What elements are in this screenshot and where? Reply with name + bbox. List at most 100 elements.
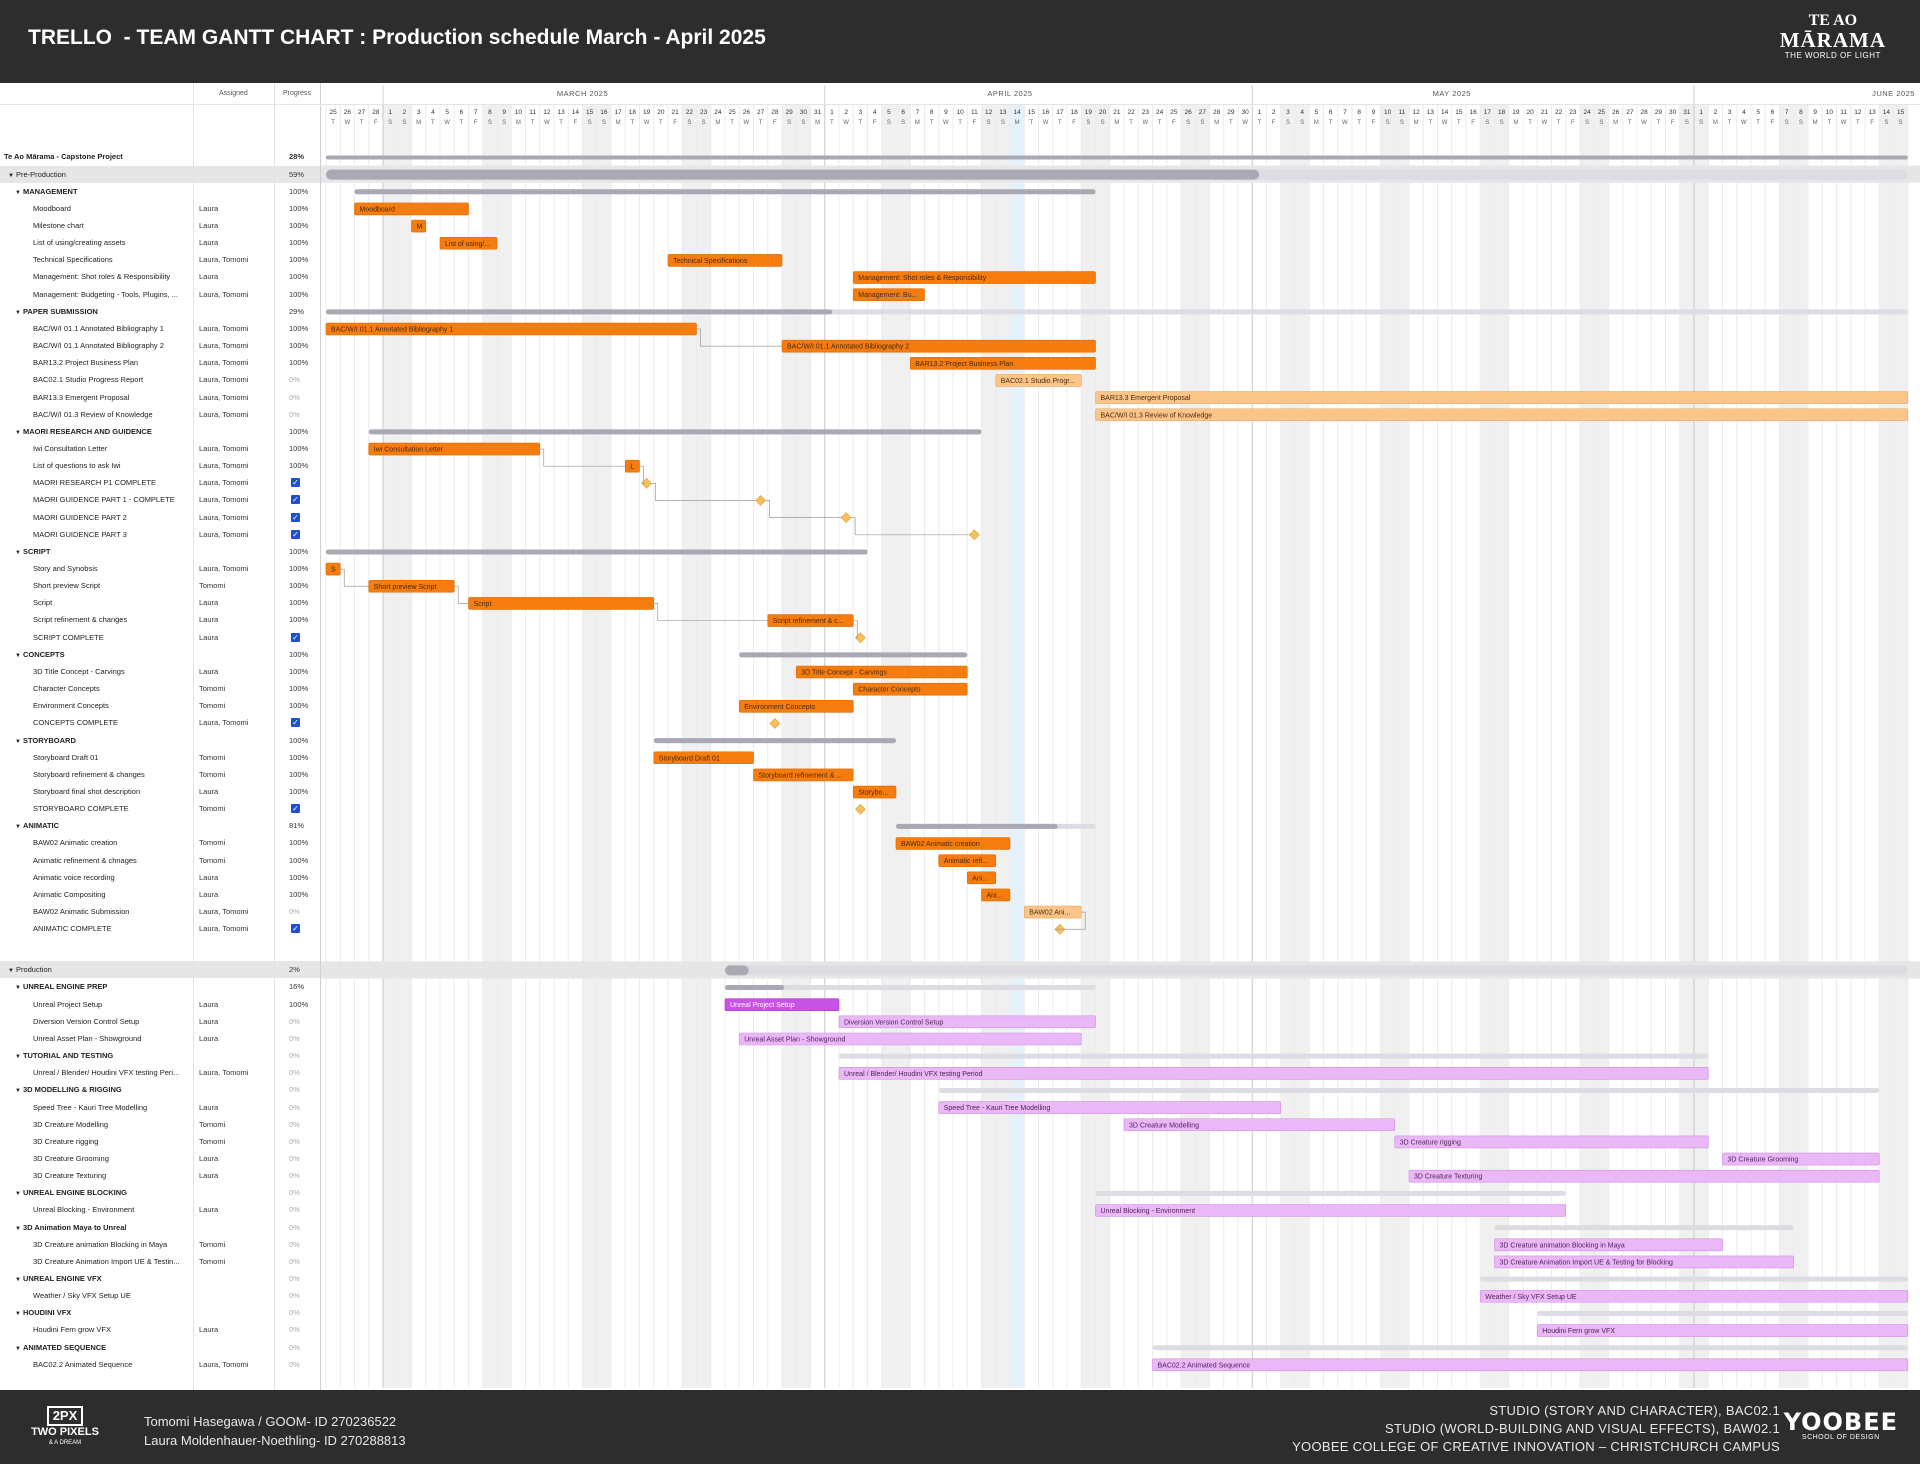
group-row[interactable]: ▼ UNREAL ENGINE VFX 0% xyxy=(0,1270,320,1287)
phase-row[interactable]: ▼ Pre-Production 59% xyxy=(0,165,320,183)
task-row[interactable]: BAC/W/I 01.1 Annotated Bibliography 1 Lau… xyxy=(0,320,320,337)
task-row[interactable]: Script Laura 100% xyxy=(0,594,320,611)
task-row[interactable]: Unreal / Blender/ Houdini VFX testing Pe… xyxy=(0,1064,320,1081)
task-row[interactable]: SCRIPT COMPLETE Laura ✓ xyxy=(0,629,320,646)
task-row[interactable]: MAORI RESEARCH P1 COMPLETE Laura, Tomomi ✓ xyxy=(0,474,320,491)
task-row[interactable]: List of questions to ask Iwi Laura, Tomom… xyxy=(0,457,320,474)
collapse-caret-icon[interactable]: ▼ xyxy=(15,1225,21,1232)
group-row[interactable]: ▼ 3D MODELLING & RIGGING 0% xyxy=(0,1081,320,1098)
complete-checkbox-icon[interactable]: ✓ xyxy=(291,718,300,728)
task-row[interactable]: Storyboard final shot description Laura 10… xyxy=(0,783,320,800)
task-row[interactable]: Animatic Compositing Laura 100% xyxy=(0,886,320,903)
group-row[interactable]: ▼ SCRIPT 100% xyxy=(0,543,320,560)
complete-checkbox-icon[interactable]: ✓ xyxy=(291,804,300,814)
day-number: 26 xyxy=(1185,109,1193,116)
task-row[interactable]: Speed Tree - Kauri Tree Modelling Laura 0% xyxy=(0,1099,320,1116)
task-row[interactable]: Houdini Fern grow VFX Laura 0% xyxy=(0,1321,320,1338)
task-row[interactable]: Storyboard refinement & changes Tomomi 100… xyxy=(0,766,320,783)
task-row[interactable]: 3D Creature Grooming Laura 0% xyxy=(0,1150,320,1167)
task-row[interactable]: Short preview Script Tomomi 100% xyxy=(0,577,320,594)
task-row[interactable]: 3D Creature rigging Tomomi 0% xyxy=(0,1133,320,1150)
task-row[interactable]: Environment Concepts Tomomi 100% xyxy=(0,697,320,714)
group-row[interactable]: ▼ HOUDINI VFX 0% xyxy=(0,1304,320,1321)
task-row[interactable]: Unreal Blocking - Environment Laura 0% xyxy=(0,1201,320,1218)
task-row[interactable]: Animatic refinement & chnages Tomomi 100% xyxy=(0,852,320,869)
task-name-text: 3D MODELLING & RIGGING xyxy=(22,1085,122,1095)
group-row[interactable]: ▼ 3D Animation Maya to Unreal 0% xyxy=(0,1219,320,1236)
collapse-caret-icon[interactable]: ▼ xyxy=(8,172,14,179)
task-row[interactable]: Diversion Version Control Setup Laura 0% xyxy=(0,1013,320,1030)
group-row[interactable]: ▼ ANIMATIC 81% xyxy=(0,817,320,834)
collapse-caret-icon[interactable]: ▼ xyxy=(15,549,21,556)
task-row[interactable]: List of using/creating assets Laura 100% xyxy=(0,234,320,251)
task-row[interactable]: BAW02 Animatic Submission Laura, Tomomi 0% xyxy=(0,903,320,920)
task-row[interactable]: 3D Title Concept - Carvings Laura 100% xyxy=(0,663,320,680)
collapse-caret-icon[interactable]: ▼ xyxy=(8,968,14,975)
collapse-caret-icon[interactable]: ▼ xyxy=(15,1054,21,1061)
task-row[interactable]: ANIMATIC COMPLETE Laura, Tomomi ✓ xyxy=(0,920,320,937)
collapse-caret-icon[interactable]: ▼ xyxy=(15,429,21,436)
group-row[interactable]: ▼ MAORI RESEARCH AND GUIDENCE 100% xyxy=(0,423,320,440)
assigned-column-header[interactable]: Assigned xyxy=(219,90,248,97)
group-row[interactable]: ▼ CONCEPTS 100% xyxy=(0,646,320,663)
group-row[interactable]: ▼ UNREAL ENGINE BLOCKING 0% xyxy=(0,1184,320,1201)
task-row[interactable]: BAC/W/I 01.3 Review of Knowledge Laura, T… xyxy=(0,406,320,423)
task-row[interactable]: Script refinement & changes Laura 100% xyxy=(0,611,320,628)
task-row[interactable]: Milestone chart Laura 100% xyxy=(0,217,320,234)
complete-checkbox-icon[interactable]: ✓ xyxy=(291,478,300,488)
task-row[interactable]: BAR13.2 Project Business Plan Laura, Tomo… xyxy=(0,354,320,371)
group-row[interactable]: ▼ STORYBOARD 100% xyxy=(0,732,320,749)
yoobee-logo: YOOBEE SCHOOL OF DESIGN xyxy=(1784,1410,1898,1441)
task-row[interactable]: Iwi Consultation Letter Laura, Tomomi 100% xyxy=(0,440,320,457)
task-row[interactable]: Unreal Asset Plan - Showground Laura 0% xyxy=(0,1030,320,1047)
task-row[interactable]: 3D Creature Modelling Tomomi 0% xyxy=(0,1116,320,1133)
collapse-caret-icon[interactable]: ▼ xyxy=(15,985,21,992)
phase-row[interactable]: ▼ Production 2% xyxy=(0,961,320,979)
task-row[interactable]: Management: Shot roles & Responsibility L… xyxy=(0,268,320,285)
collapse-caret-icon[interactable]: ▼ xyxy=(15,1345,21,1352)
task-row[interactable]: BAC02.2 Animated Sequence Laura, Tomomi 0% xyxy=(0,1356,320,1373)
group-row[interactable]: ▼ ANIMATED SEQUENCE 0% xyxy=(0,1339,320,1356)
group-row[interactable]: ▼ UNREAL ENGINE PREP 16% xyxy=(0,978,320,995)
group-row[interactable]: ▼ PAPER SUBMISSION 29% xyxy=(0,303,320,320)
task-row[interactable]: BAW02 Animatic creation Tomomi 100% xyxy=(0,834,320,851)
collapse-caret-icon[interactable]: ▼ xyxy=(15,652,21,659)
task-row[interactable]: Animatic voice recording Laura 100% xyxy=(0,869,320,886)
complete-checkbox-icon[interactable]: ✓ xyxy=(291,924,300,934)
collapse-caret-icon[interactable]: ▼ xyxy=(15,824,21,831)
task-row[interactable]: Unreal Project Setup Laura 100% xyxy=(0,996,320,1013)
complete-checkbox-icon[interactable]: ✓ xyxy=(291,632,300,642)
collapse-caret-icon[interactable]: ▼ xyxy=(15,309,21,316)
task-row[interactable]: STORYBOARD COMPLETE Tomomi ✓ xyxy=(0,800,320,817)
task-row[interactable]: 3D Creature Texturing Laura 0% xyxy=(0,1167,320,1184)
complete-checkbox-icon[interactable]: ✓ xyxy=(291,529,300,539)
complete-checkbox-icon[interactable]: ✓ xyxy=(291,512,300,522)
task-row[interactable]: BAC02.1 Studio Progress Report Laura, Tom… xyxy=(0,371,320,388)
task-row[interactable]: Management: Budgeting - Tools, Plugins, … xyxy=(0,286,320,303)
group-row[interactable]: ▼ MANAGEMENT 100% xyxy=(0,183,320,200)
task-row[interactable]: MAORI GUIDENCE PART 1 - COMPLETE Laura, T… xyxy=(0,491,320,508)
task-row[interactable]: Story and Synobsis Laura, Tomomi 100% xyxy=(0,560,320,577)
progress-column-header[interactable]: Progress xyxy=(283,90,312,97)
task-row[interactable]: Technical Specifications Laura, Tomomi 100… xyxy=(0,251,320,268)
collapse-caret-icon[interactable]: ▼ xyxy=(15,1088,21,1095)
task-row[interactable]: CONCEPTS COMPLETE Laura, Tomomi ✓ xyxy=(0,714,320,731)
task-row[interactable]: 3D Creature animation Blocking in Maya To… xyxy=(0,1236,320,1253)
task-row[interactable]: MAORI GUIDENCE PART 2 Laura, Tomomi ✓ xyxy=(0,509,320,526)
group-row[interactable]: ▼ TUTORIAL AND TESTING 0% xyxy=(0,1047,320,1064)
collapse-caret-icon[interactable]: ▼ xyxy=(15,738,21,745)
collapse-caret-icon[interactable]: ▼ xyxy=(15,1311,21,1318)
task-row[interactable]: Storyboard Draft 01 Tomomi 100% xyxy=(0,749,320,766)
task-row[interactable]: MAORI GUIDENCE PART 3 Laura, Tomomi ✓ xyxy=(0,526,320,543)
collapse-caret-icon[interactable]: ▼ xyxy=(15,1277,21,1284)
task-row[interactable]: Moodboard Laura 100% xyxy=(0,200,320,217)
task-row[interactable]: 3D Creature Animation Import UE & Testin… xyxy=(0,1253,320,1270)
project-row[interactable]: Te Ao Mārama - Capstone Project 28% xyxy=(0,148,320,165)
task-row[interactable]: BAC/W/I 01.1 Annotated Bibliography 2 Lau… xyxy=(0,337,320,354)
task-row[interactable]: Weather / Sky VFX Setup UE 0% xyxy=(0,1287,320,1304)
task-row[interactable]: Character Concepts Tomomi 100% xyxy=(0,680,320,697)
task-row[interactable]: BAR13.3 Emergent Proposal Laura, Tomomi 0% xyxy=(0,389,320,406)
collapse-caret-icon[interactable]: ▼ xyxy=(15,1191,21,1198)
complete-checkbox-icon[interactable]: ✓ xyxy=(291,495,300,505)
collapse-caret-icon[interactable]: ▼ xyxy=(15,189,21,196)
